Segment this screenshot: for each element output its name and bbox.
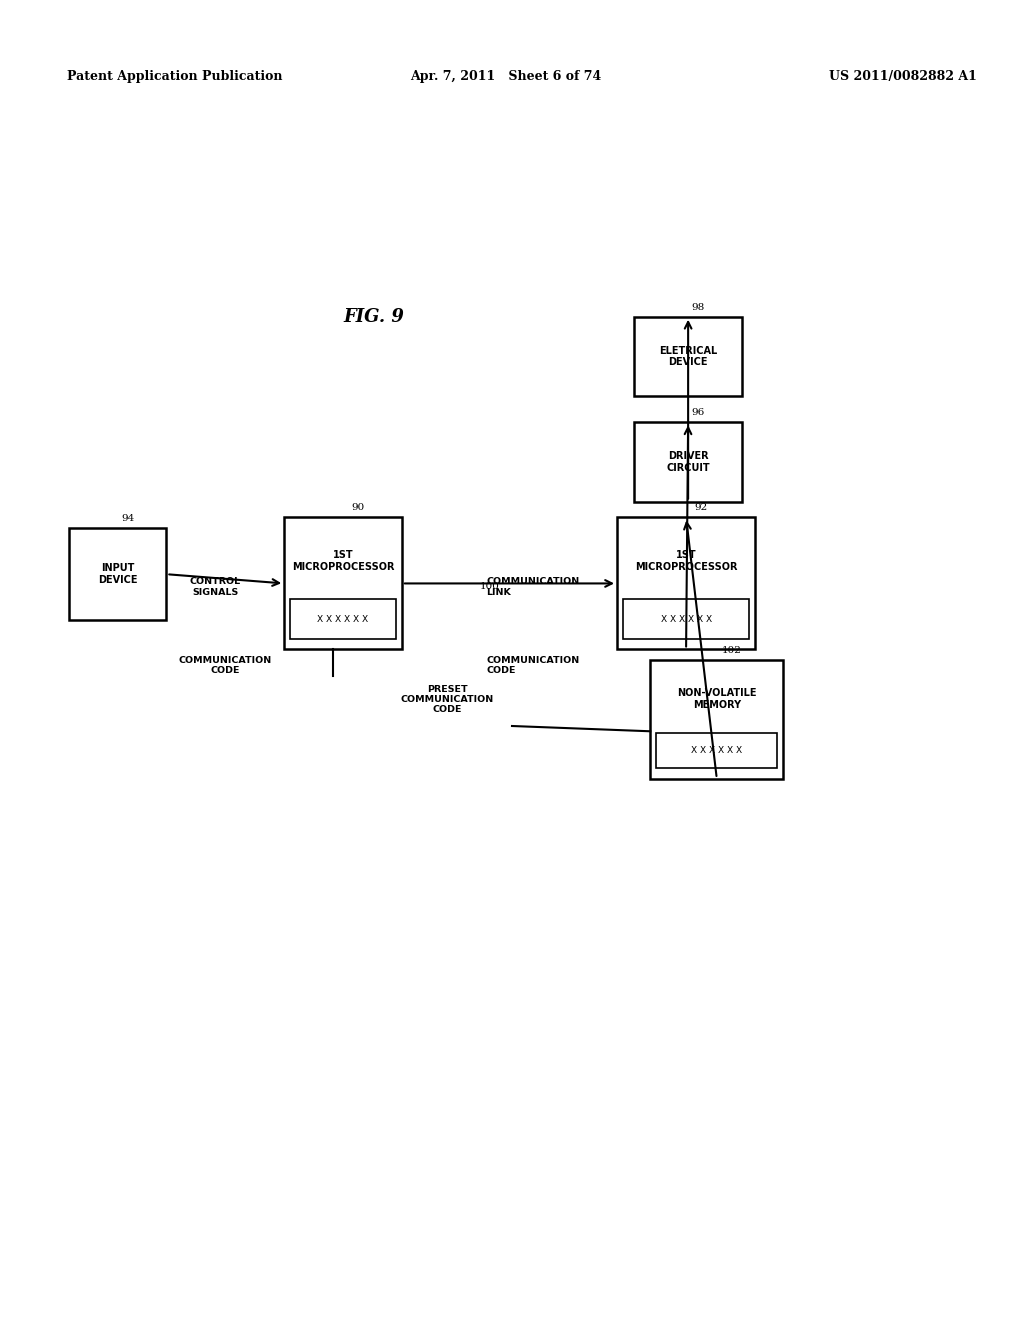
Text: Apr. 7, 2011   Sheet 6 of 74: Apr. 7, 2011 Sheet 6 of 74 — [410, 70, 601, 83]
Bar — [285, 517, 401, 649]
Text: 102: 102 — [722, 645, 742, 655]
Text: COMMUNICATION
CODE: COMMUNICATION CODE — [178, 656, 272, 676]
Text: 98: 98 — [692, 302, 705, 312]
Text: 1ST
MICROPROCESSOR: 1ST MICROPROCESSOR — [635, 550, 737, 572]
Text: X X X X X X: X X X X X X — [317, 615, 369, 623]
Text: Patent Application Publication: Patent Application Publication — [67, 70, 282, 83]
Text: FIG. 9: FIG. 9 — [343, 308, 404, 326]
Text: 96: 96 — [692, 408, 705, 417]
Text: ELETRICAL
DEVICE: ELETRICAL DEVICE — [659, 346, 717, 367]
Bar — [291, 599, 396, 639]
Text: 1ST
MICROPROCESSOR: 1ST MICROPROCESSOR — [292, 550, 394, 572]
Text: PRESET
COMMUNICATION
CODE: PRESET COMMUNICATION CODE — [400, 685, 494, 714]
Text: 92: 92 — [695, 503, 708, 512]
Bar — [650, 660, 783, 779]
Text: 94: 94 — [122, 513, 134, 523]
Text: DRIVER
CIRCUIT: DRIVER CIRCUIT — [667, 451, 710, 473]
Text: 100: 100 — [480, 582, 500, 590]
Text: 90: 90 — [352, 503, 365, 512]
Text: CONTROL
SIGNALS: CONTROL SIGNALS — [189, 577, 241, 597]
Text: INPUT
DEVICE: INPUT DEVICE — [98, 564, 137, 585]
Text: X X X X X X: X X X X X X — [660, 615, 712, 623]
Bar — [656, 733, 777, 768]
Bar — [70, 528, 166, 620]
Text: X X X X X X: X X X X X X — [691, 746, 742, 755]
Bar — [616, 517, 756, 649]
Text: US 2011/0082882 A1: US 2011/0082882 A1 — [829, 70, 977, 83]
Text: COMMUNICATION
LINK: COMMUNICATION LINK — [486, 577, 580, 597]
Text: NON-VOLATILE
MEMORY: NON-VOLATILE MEMORY — [677, 689, 757, 710]
Bar — [623, 599, 750, 639]
Bar — [635, 317, 741, 396]
Text: COMMUNICATION
CODE: COMMUNICATION CODE — [486, 656, 580, 676]
Bar — [635, 422, 741, 502]
